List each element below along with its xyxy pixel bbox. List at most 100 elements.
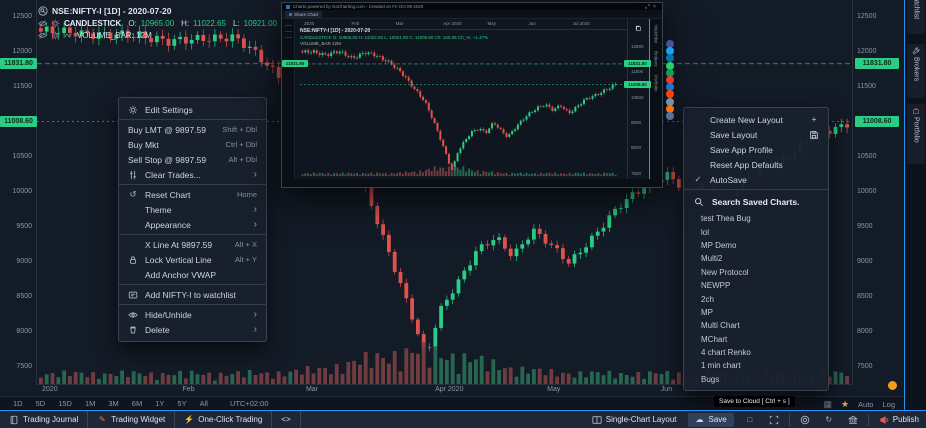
menu-item-theme[interactable]: Theme › [145, 204, 257, 215]
popup-price-chart[interactable] [295, 19, 651, 179]
popup-tab-watchlist[interactable]: Watchlist [653, 25, 659, 44]
price-tick: 11500 [13, 83, 32, 90]
popup-price-tick: 8500 [631, 145, 642, 151]
popup-left-toolbar [282, 19, 295, 179]
menu-item-buy-mkt[interactable]: Buy Mkt Ctrl + Dbl [128, 139, 257, 150]
share-pinterest-icon[interactable] [666, 76, 674, 84]
range-6m[interactable]: 6M [131, 399, 143, 408]
menu-item-add-anchor-vwap[interactable]: Add Anchor VWAP [145, 269, 217, 280]
sidebar-tab-brokers[interactable]: Brokers [907, 44, 925, 98]
share-linkedin-icon[interactable] [666, 54, 674, 63]
saved-chart-item[interactable]: 1 min chart [701, 361, 741, 371]
saved-chart-item[interactable]: Multi2 [701, 254, 723, 264]
saved-chart-item[interactable]: NEWPP [701, 281, 731, 291]
menu-item-reset-chart[interactable]: ↺ Reset Chart Home [129, 189, 257, 200]
saved-chart-item[interactable]: 2ch [701, 294, 714, 304]
sidebar-tab-portfolio[interactable]: Portfolio [907, 104, 925, 164]
grid-icon[interactable]: ▦ [823, 398, 832, 409]
save-button[interactable]: ☁ Save [687, 412, 734, 427]
menu-item-reset-app-defaults[interactable]: Reset App Defaults [710, 159, 783, 170]
eye-off-icon[interactable] [38, 31, 47, 40]
log-scale-button[interactable]: Log [882, 399, 895, 409]
menu-item-delete[interactable]: Delete › [119, 322, 266, 337]
saved-chart-item[interactable]: MP Demo [701, 240, 737, 250]
range-1m[interactable]: 1M [84, 399, 96, 408]
screenshot-button[interactable] [793, 411, 817, 428]
menu-item-sell-stop[interactable]: Sell Stop @ 9897.59 Alt + Dbl [128, 154, 257, 165]
menu-item-hide-unhide[interactable]: Hide/Unhide › [119, 307, 266, 322]
menu-item-save-app-profile[interactable]: Save App Profile [710, 144, 773, 155]
popup-tab-portfolio[interactable]: Portfolio [653, 74, 659, 92]
publish-button[interactable]: Publish [872, 411, 926, 428]
share-facebook-icon[interactable] [666, 40, 674, 48]
eye-icon [128, 310, 138, 320]
menu-item-autosave[interactable]: ✓ AutoSave [694, 174, 747, 185]
share-wechat-icon[interactable] [666, 68, 674, 77]
timeframe-bar: 1D 5D 15D 1M 3M 6M 1Y 5Y All UTC+02:00 ▦ ★ Auto … [0, 396, 903, 410]
saved-chart-item[interactable]: Bugs [701, 374, 720, 384]
popup-tab-brokers[interactable]: Brokers [653, 51, 659, 67]
gear-icon[interactable] [51, 19, 60, 28]
symbol-title: NSE:NIFTY-I [1D] - 2020-07-20 [52, 6, 172, 16]
auto-scale-button[interactable]: Auto [858, 399, 874, 409]
share-vk-icon[interactable] [666, 112, 674, 120]
time-tick: Mar [305, 386, 319, 393]
menu-item-save-layout[interactable]: Save Layout [684, 127, 828, 142]
share-blogger-icon[interactable] [666, 104, 674, 113]
saved-chart-item[interactable]: MChart [701, 334, 728, 344]
fullscreen-button[interactable] [762, 411, 786, 428]
saved-chart-item[interactable]: New Protocol [701, 267, 749, 277]
popup-tab[interactable]: Share Chart [285, 11, 323, 18]
menu-item-lock-vertical-line[interactable]: Lock Vertical Line Alt + Y [119, 252, 266, 267]
share-telegram-icon[interactable] [666, 83, 674, 92]
menu-item-x-line[interactable]: X Line At 9897.59 Alt + X [145, 239, 257, 250]
copy-chart-icon[interactable] [635, 25, 642, 32]
one-click-trading-button[interactable]: ⚡ One-Click Trading [175, 410, 273, 428]
menu-item-appearance[interactable]: Appearance › [145, 219, 257, 230]
range-5d[interactable]: 5D [35, 399, 46, 408]
share-twitter-icon[interactable] [666, 47, 674, 56]
check-icon: ✓ [694, 174, 702, 185]
code-button[interactable]: <> [272, 410, 301, 428]
popup-close-icon[interactable]: × [653, 4, 656, 10]
menu-item-add-to-watchlist[interactable]: Add NIFTY-I to watchlist [119, 287, 266, 302]
sidebar-tab-watchlist[interactable]: Watchlist [907, 0, 925, 34]
star-icon[interactable]: ★ [840, 398, 850, 409]
menu-item-edit-settings[interactable]: Edit Settings [119, 102, 266, 117]
trading-widget-button[interactable]: ✎ Trading Widget [88, 410, 176, 428]
menu-item-buy-lmt[interactable]: Buy LMT @ 9897.59 Shift + Dbl [128, 124, 257, 135]
popup-title-bar[interactable]: Charts powered by GoCharting.com - Creat… [282, 3, 662, 10]
popup-time-tick: Feb [351, 21, 360, 26]
range-15d[interactable]: 15D [58, 399, 72, 408]
range-1d[interactable]: 1D [13, 399, 23, 408]
gear-icon[interactable] [51, 31, 60, 40]
saved-chart-item[interactable]: MP [701, 307, 713, 317]
range-5y[interactable]: 5Y [177, 399, 187, 408]
range-3m[interactable]: 3M [108, 399, 119, 408]
share-whatsapp-icon[interactable] [666, 61, 674, 70]
popup-right-tabs: Watchlist Brokers Portfolio [649, 19, 662, 179]
share-reddit-icon[interactable] [666, 90, 674, 99]
eye-off-icon[interactable] [38, 19, 47, 28]
range-1y[interactable]: 1Y [155, 399, 165, 408]
saved-chart-item[interactable]: lol [701, 227, 710, 237]
range-all[interactable]: All [199, 399, 208, 408]
timezone-button[interactable]: UTC+02:00 [229, 399, 269, 408]
saved-chart-item[interactable]: test Thea Bug [701, 214, 751, 224]
refresh-button[interactable]: ↻ [817, 411, 841, 428]
trash-icon [128, 325, 138, 335]
popup-symbol-title: NSE:NIFTY-I [1D] - 2020-07-20 [300, 28, 371, 34]
saved-charts-search-input[interactable]: Search Saved Charts. [684, 192, 828, 212]
menu-item-clear-trades[interactable]: Clear Trades... › [119, 167, 266, 182]
single-chart-layout-button[interactable]: Single-Chart Layout [585, 411, 684, 428]
saved-chart-item[interactable]: Multi Chart [701, 321, 740, 331]
trading-journal-button[interactable]: Trading Journal [0, 410, 89, 428]
saved-chart-item[interactable]: 4 chart Renko [701, 348, 751, 358]
menu-item-create-new-layout[interactable]: Create New Layout + [684, 112, 828, 127]
share-email-icon[interactable] [666, 97, 674, 106]
maximize-button[interactable]: □ [738, 411, 762, 428]
bank-button[interactable] [841, 411, 865, 428]
popup-price-tick: 10500 [631, 94, 644, 100]
magnifier-icon[interactable] [38, 6, 48, 16]
popup-expand-icon[interactable] [645, 4, 650, 9]
